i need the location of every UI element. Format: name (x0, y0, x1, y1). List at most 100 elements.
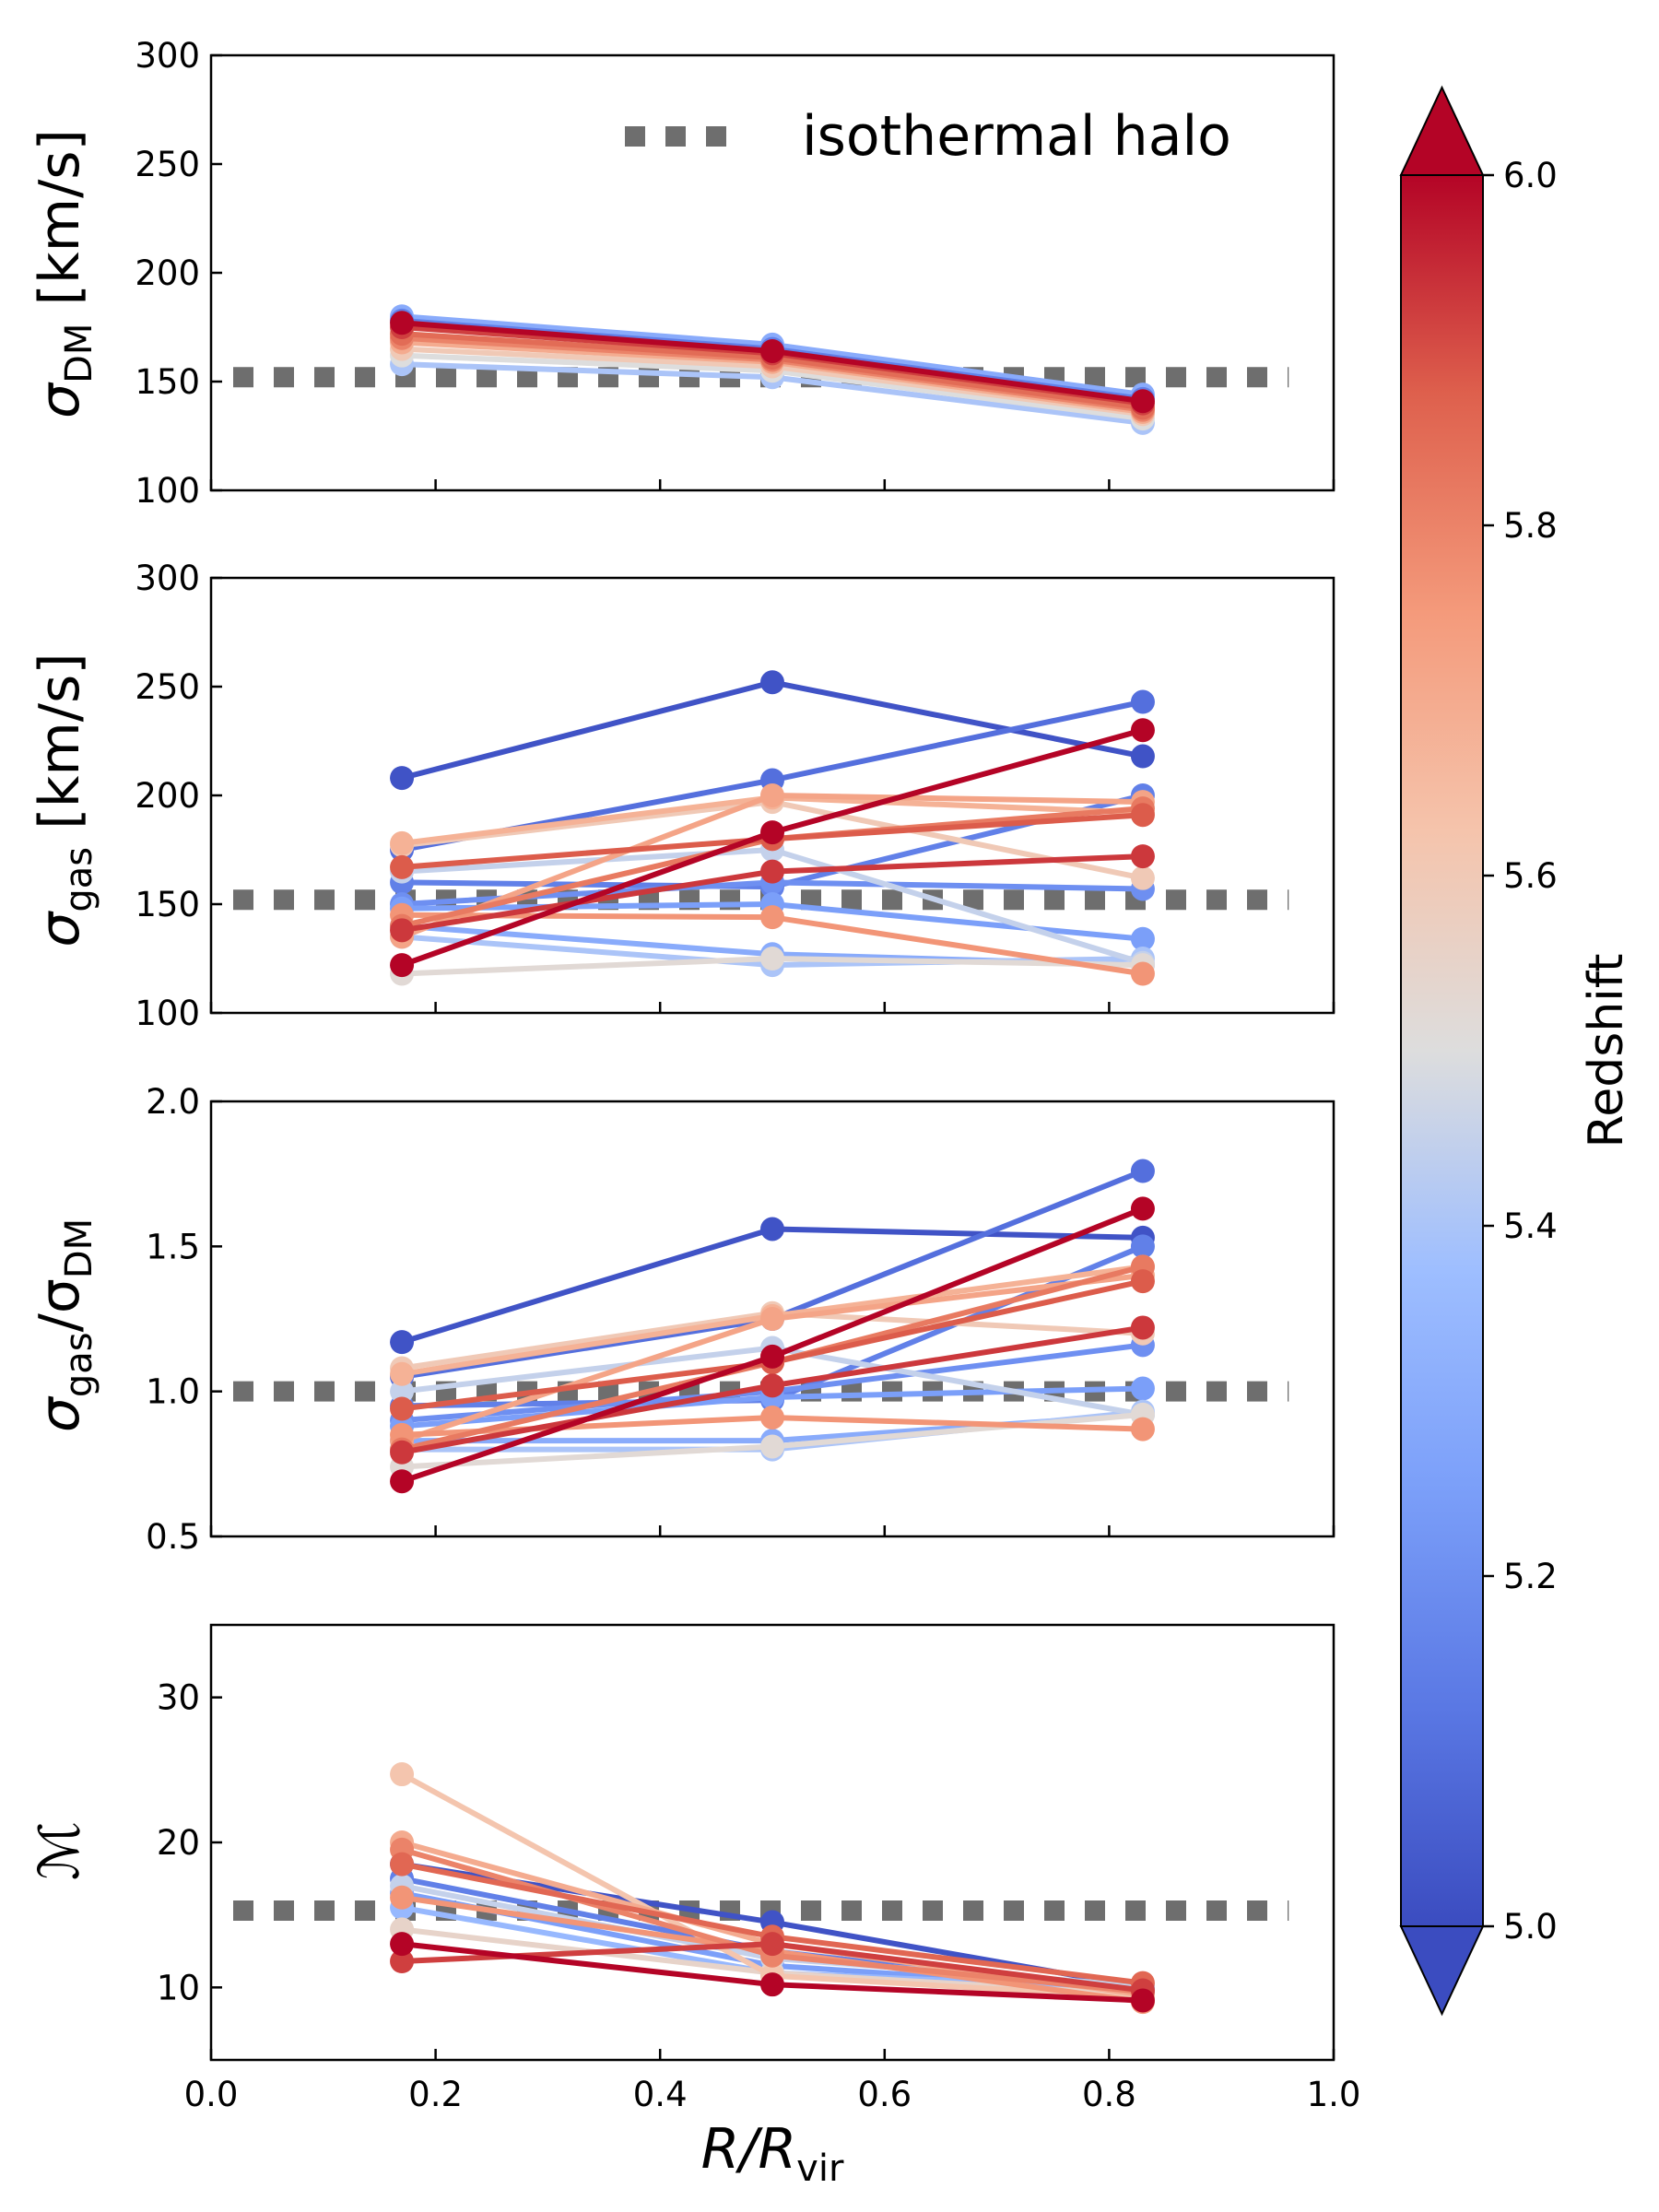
data-point (390, 1949, 415, 1974)
colorbar: 5.0 5.2 5.4 5.6 5.8 6.0 Redshift (1399, 85, 1634, 2017)
sigma-dm-series-layer (233, 304, 1289, 435)
data-point (760, 1373, 784, 1398)
colorbar-tick-label: 5.0 (1503, 1907, 1558, 1947)
legend-label: isothermal halo (802, 104, 1231, 169)
sigma-ratio-series-layer (233, 1159, 1289, 1494)
data-point (760, 783, 784, 807)
colorbar-tick-label: 5.6 (1503, 856, 1558, 896)
mach-axes: 10 20 30 0.0 0.2 0.4 0.6 0.8 1.0 (157, 1623, 1361, 2114)
y-tick-label: 2.0 (146, 1082, 200, 1122)
data-point (390, 1469, 415, 1494)
y-tick-label: 300 (135, 36, 200, 76)
y-tick-label: 250 (135, 667, 200, 707)
series-15 (390, 1315, 1155, 1465)
data-point (1130, 865, 1155, 890)
data-point (390, 1379, 415, 1404)
x-tick-label: 0.2 (408, 2075, 463, 2114)
y-tick-label: 250 (135, 145, 200, 184)
y-axis-title-mach: ℳ (28, 1821, 92, 1880)
series-0 (390, 670, 1155, 791)
data-point (760, 1434, 784, 1459)
data-point (390, 766, 415, 791)
data-point (390, 854, 415, 879)
data-point (390, 1762, 415, 1787)
sigma-ratio-axes: 0.5 1.0 1.5 2.0 (146, 1082, 1335, 1557)
panel-sigma-ratio: 0.5 1.0 1.5 2.0 σgas/σDM (28, 1082, 1335, 1557)
data-point (1130, 926, 1155, 951)
data-point (1130, 1196, 1155, 1221)
x-tick-label: 1.0 (1307, 2075, 1361, 2114)
legend: isothermal halo (625, 104, 1231, 169)
data-point (390, 1852, 415, 1877)
colorbar-extend-low-icon (1399, 1925, 1485, 2017)
sigma-gas-series-layer (233, 670, 1289, 986)
colorbar-tick-label: 5.2 (1503, 1557, 1558, 1596)
data-point (390, 1361, 415, 1386)
x-tick-label: 0.8 (1082, 2075, 1136, 2114)
data-point (760, 670, 784, 695)
data-point (760, 947, 784, 971)
colorbar-label: Redshift (1579, 953, 1634, 1147)
y-tick-label: 200 (135, 776, 200, 816)
colorbar-ticks: 5.0 5.2 5.4 5.6 5.8 6.0 (1483, 156, 1558, 1947)
sigma-dm-axes: 100 150 200 250 300 (135, 36, 1335, 511)
axes-frame (209, 1100, 1335, 1538)
data-point (1130, 844, 1155, 869)
data-point (390, 1330, 415, 1355)
data-point (1130, 961, 1155, 986)
y-tick-label: 30 (157, 1678, 200, 1718)
y-tick-label: 1.0 (146, 1372, 200, 1412)
colorbar-tick-label: 6.0 (1503, 156, 1558, 195)
data-point (760, 905, 784, 930)
y-tick-label: 10 (157, 1968, 200, 2007)
data-point (1130, 1988, 1155, 2013)
mach-series-layer (233, 1762, 1289, 2015)
data-point (390, 830, 415, 855)
data-point (1130, 1269, 1155, 1294)
series-16 (390, 718, 1155, 978)
panel-mach: 10 20 30 0.0 0.2 0.4 0.6 0.8 1.0 ℳ (28, 1623, 1361, 2114)
data-point (1130, 1234, 1155, 1259)
panel-sigma-gas: 100 150 200 250 300 σgas [km/s] (28, 559, 1335, 1033)
colorbar-gradient (1400, 174, 1484, 1927)
y-tick-label: 300 (135, 559, 200, 598)
data-point (1130, 1376, 1155, 1401)
y-tick-label: 1.5 (146, 1227, 200, 1266)
data-point (760, 1344, 784, 1369)
data-point (390, 1396, 415, 1421)
series-15 (390, 844, 1155, 943)
data-point (1130, 689, 1155, 714)
data-point (760, 1932, 784, 1957)
y-tick-label: 20 (157, 1823, 200, 1863)
y-axis-title-sigma-ratio: σgas/σDM (28, 1218, 100, 1432)
sigma-gas-axes: 100 150 200 250 300 (135, 559, 1335, 1033)
colorbar-extend-high-icon (1399, 85, 1485, 176)
data-point (1130, 1315, 1155, 1340)
data-point (390, 1932, 415, 1957)
data-point (1130, 1159, 1155, 1183)
y-tick-label: 150 (135, 885, 200, 924)
data-point (760, 338, 784, 363)
data-point (390, 311, 415, 335)
data-point (760, 1405, 784, 1430)
series-12 (390, 1932, 1155, 2013)
y-axis-title-sigma-dm: σDM [km/s] (28, 129, 100, 418)
data-point (1130, 744, 1155, 769)
data-point (760, 859, 784, 884)
x-axis-title: R/Rvir (701, 2117, 844, 2190)
data-point (760, 820, 784, 845)
x-tick-label: 0.6 (857, 2075, 912, 2114)
data-point (760, 1217, 784, 1241)
y-axis-title-sigma-gas: σgas [km/s] (28, 653, 100, 947)
series-9 (390, 311, 1155, 414)
data-point (1130, 1417, 1155, 1441)
y-tick-label: 100 (135, 994, 200, 1033)
data-point (1130, 389, 1155, 414)
series-16 (390, 1196, 1155, 1494)
data-point (390, 1885, 415, 1910)
series-8 (390, 947, 1155, 986)
x-tick-label: 0.0 (184, 2075, 239, 2114)
colorbar-tick-label: 5.4 (1503, 1206, 1558, 1246)
data-point (390, 953, 415, 978)
